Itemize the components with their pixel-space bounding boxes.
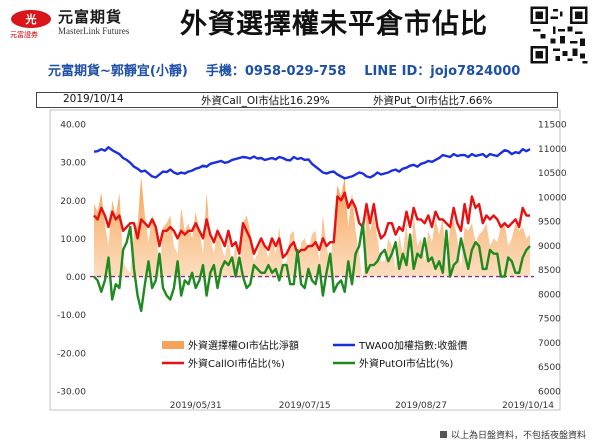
right-axis-tick-label: 6000: [538, 388, 561, 398]
right-axis-tick-label: 6500: [538, 363, 561, 373]
put-oi-summary: 外資Put_OI市佔比7.66%: [373, 95, 493, 107]
right-axis-tick-label: 7000: [538, 339, 561, 349]
right-axis-tick-label: 8500: [538, 266, 561, 276]
right-axis-tick-label: 11000: [538, 145, 567, 155]
bullet-square-icon: [440, 431, 447, 438]
brand-name-en: MasterLink Futures: [58, 26, 130, 36]
page-title: 外資選擇權未平倉市佔比: [180, 9, 488, 40]
right-axis-tick-label: 10500: [538, 169, 567, 179]
brand-name: 元富期貨: [58, 8, 123, 26]
left-axis-tick-label: 30.00: [60, 159, 86, 169]
right-axis-tick-label: 9500: [538, 218, 561, 228]
x-axis-tick-label: 2019/05/31: [170, 401, 222, 411]
brand-logo: 光 元富證券 元富期貨 MasterLink Futures: [8, 6, 148, 42]
footnote-text: 以上為日盤資料，不包括夜盤資料: [451, 431, 587, 441]
brand-mark-icon: 光: [11, 10, 51, 28]
x-axis-tick-label: 2019/07/15: [279, 401, 331, 411]
call-oi-line: [93, 191, 530, 259]
chart-grid: [49, 109, 561, 411]
left-axis-tick-label: 10.00: [60, 235, 86, 245]
left-axis-tick-label: 40.00: [60, 121, 86, 131]
right-axis-tick-label: 11500: [538, 121, 567, 131]
left-axis-tick-label: -30.00: [57, 388, 86, 398]
call-oi-summary: 外資Call_OI市佔比16.29%: [201, 95, 330, 107]
qr-code-icon: [528, 4, 590, 66]
right-axis-tick-label: 7500: [538, 315, 561, 325]
left-axis-tick-label: 20.00: [60, 197, 86, 207]
legend-label: 外資CallOI市佔比(%): [188, 357, 285, 370]
legend-label: TWA00加權指數:收盤價: [358, 339, 467, 352]
summary-bar: 2019/10/14 外資Call_OI市佔比16.29% 外資Put_OI市佔…: [36, 92, 558, 108]
left-axis-tick-label: 0.00: [66, 273, 86, 283]
footnote: 以上為日盤資料，不包括夜盤資料: [440, 428, 586, 441]
right-axis-tick-label: 8000: [538, 290, 561, 300]
axes-layer: 40.00 30.00 20.00 10.00 0.00 -10.00 -20.00 -30.…: [57, 121, 567, 412]
x-axis-tick-label: 2019/08/27: [395, 401, 447, 411]
net-oi-area-layer: [94, 177, 530, 285]
contact-info: 元富期貨~郭靜宜(小靜) 手機：0958-029-758 LINE ID：joj…: [48, 64, 521, 79]
x-axis-tick-label: 2019/10/14: [502, 401, 554, 411]
legend-label: 外資選擇權OI市佔比淨額: [188, 339, 299, 352]
right-axis-tick-label: 9000: [538, 242, 561, 252]
brand-badge: 元富證券: [10, 31, 38, 39]
svg-text:光: 光: [25, 12, 37, 26]
right-axis-tick-label: 10000: [538, 193, 567, 203]
left-axis-tick-label: -10.00: [57, 311, 86, 321]
left-axis-tick-label: -20.00: [57, 349, 86, 359]
report-date: 2019/10/14: [63, 93, 124, 105]
index-line: [93, 146, 531, 180]
put-oi-line: [93, 221, 531, 313]
legend-swatch-area: [162, 341, 184, 349]
legend-label: 外資PutOI市佔比(%): [359, 357, 453, 370]
plot-frame: [49, 109, 561, 411]
series-lines-layer: [90, 146, 534, 313]
net-oi-area: [94, 177, 530, 285]
